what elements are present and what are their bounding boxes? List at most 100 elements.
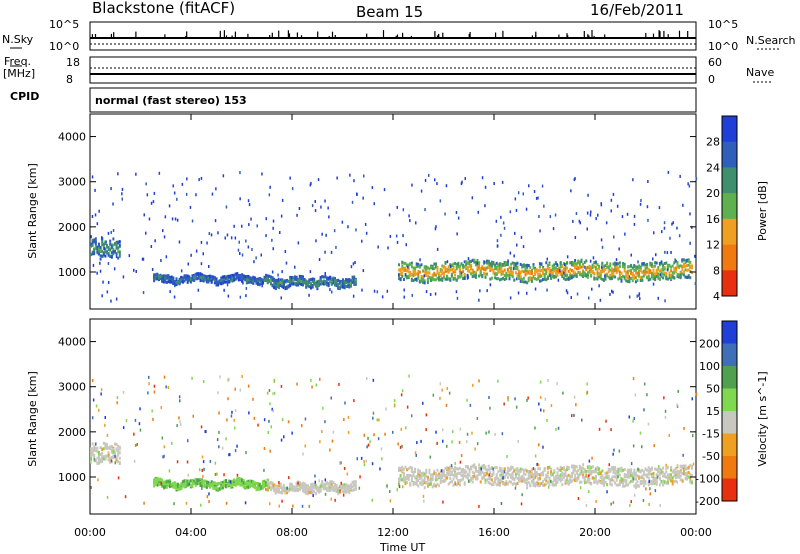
data-cell	[310, 286, 312, 290]
data-cell	[631, 272, 634, 276]
data-cell	[612, 262, 615, 266]
data-cell	[156, 481, 159, 485]
scatter-point	[248, 223, 250, 227]
scatter-point	[208, 500, 210, 504]
scatter-point	[167, 386, 170, 389]
scatter-point	[423, 499, 425, 503]
data-cell	[642, 274, 645, 278]
scatter-point	[162, 229, 164, 233]
data-cell	[474, 477, 477, 481]
data-cell	[425, 468, 428, 472]
data-cell	[191, 482, 194, 486]
data-cell	[162, 278, 165, 282]
scatter-point	[478, 298, 480, 302]
scatter-point	[296, 213, 298, 217]
data-cell	[554, 271, 557, 275]
data-cell	[279, 278, 282, 282]
scatter-point	[467, 257, 470, 261]
data-cell	[319, 279, 322, 283]
data-cell	[417, 272, 420, 276]
scatter-point	[389, 490, 391, 493]
data-cell	[474, 465, 477, 469]
scatter-point	[112, 202, 114, 206]
scatter-point	[268, 193, 271, 197]
scatter-point	[598, 427, 601, 431]
scatter-point	[322, 406, 324, 410]
scatter-point	[661, 230, 663, 234]
scatter-point	[570, 189, 572, 193]
scatter-point	[173, 502, 175, 506]
data-cell	[329, 275, 332, 279]
data-cell	[623, 269, 626, 273]
data-cell	[303, 278, 306, 281]
data-cell	[601, 477, 604, 481]
data-cell	[281, 486, 284, 490]
scatter-point	[376, 418, 378, 422]
data-cell	[622, 484, 625, 488]
scatter-point	[329, 448, 331, 452]
data-cell	[495, 475, 498, 479]
data-cell	[303, 484, 306, 488]
data-cell	[173, 282, 176, 286]
data-cell	[337, 489, 340, 493]
data-cell	[455, 467, 458, 471]
data-cell	[404, 478, 407, 482]
data-cell	[492, 470, 495, 474]
scatter-point	[576, 292, 579, 296]
data-cell	[109, 456, 112, 460]
data-cell	[617, 262, 620, 266]
scatter-point	[281, 418, 284, 421]
data-cell	[159, 275, 162, 279]
scatter-point	[435, 225, 437, 229]
scatter-point	[570, 296, 572, 299]
data-cell	[542, 470, 545, 474]
scatter-point	[664, 250, 666, 254]
data-cell	[191, 478, 194, 482]
scatter-point	[647, 180, 649, 183]
scatter-point	[251, 248, 253, 251]
scatter-point	[416, 441, 418, 445]
scatter-point	[110, 187, 112, 191]
data-cell	[93, 449, 96, 452]
data-cell	[326, 481, 328, 485]
scatter-point	[96, 222, 99, 226]
data-cell	[644, 482, 647, 486]
data-cell	[489, 262, 492, 266]
scatter-point	[613, 235, 615, 239]
data-cell	[430, 482, 433, 486]
data-cell	[633, 473, 636, 477]
data-cell	[276, 486, 279, 490]
scatter-point	[585, 504, 588, 507]
data-cell	[599, 475, 602, 479]
data-cell	[470, 477, 473, 480]
data-cell	[521, 479, 524, 483]
scatter-point	[425, 428, 427, 432]
data-cell	[398, 277, 400, 280]
data-cell	[484, 268, 487, 272]
scatter-point	[114, 461, 116, 465]
data-cell	[652, 474, 655, 478]
scatter-point	[236, 473, 239, 477]
data-cell	[598, 470, 601, 473]
scatter-point	[579, 486, 582, 490]
data-cell	[583, 271, 586, 275]
data-cell	[281, 491, 284, 495]
data-cell	[484, 481, 487, 485]
scatter-point	[646, 393, 648, 397]
data-cell	[164, 276, 167, 280]
data-cell	[687, 465, 690, 469]
data-cell	[586, 476, 589, 480]
data-cell	[217, 280, 220, 284]
noise-panel	[89, 21, 697, 51]
data-cell	[255, 281, 258, 285]
data-cell	[273, 486, 276, 490]
data-cell	[274, 279, 277, 282]
data-cell	[609, 468, 612, 472]
data-cell	[666, 480, 669, 484]
freq-left-label: Freq.	[4, 55, 31, 68]
scatter-point	[309, 270, 312, 274]
data-cell	[521, 265, 524, 269]
scatter-point	[107, 281, 110, 284]
data-cell	[647, 274, 650, 278]
